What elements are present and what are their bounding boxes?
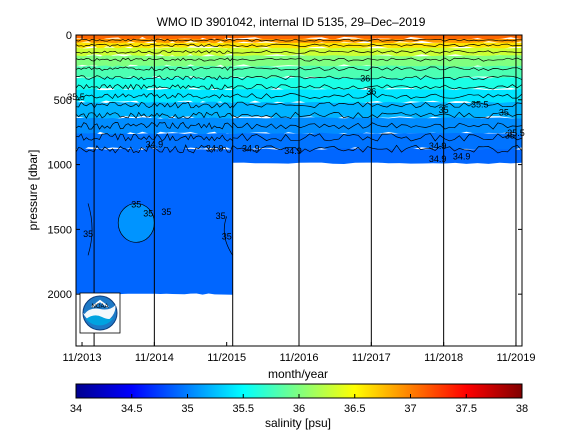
noaa-logo-text: NOAA bbox=[91, 304, 108, 310]
x-tick-label: 11/2018 bbox=[424, 352, 463, 364]
salinity-band bbox=[232, 148, 522, 164]
colorbar-tick-label: 36.5 bbox=[344, 403, 365, 415]
y-axis: 0 500 1000 1500 2000 bbox=[48, 30, 522, 301]
contour-line bbox=[232, 66, 522, 71]
salinity-band bbox=[232, 47, 522, 58]
contour-line bbox=[232, 111, 522, 119]
contour-label: 35 bbox=[505, 131, 515, 141]
contour-label: 35 bbox=[83, 229, 93, 239]
colorbar-tick-label: 34.5 bbox=[121, 403, 142, 415]
contour-label: 35 bbox=[131, 199, 141, 209]
y-tick-label: 500 bbox=[54, 95, 72, 107]
contour-lines bbox=[76, 38, 522, 256]
contour-line bbox=[232, 50, 522, 54]
contour-label: 34.9 bbox=[284, 146, 302, 156]
x-axis: 11/2013 11/2014 11/2015 11/2016 11/2017 11/20… bbox=[63, 35, 535, 364]
contour-line-deep bbox=[87, 203, 93, 256]
contour-label: 35 bbox=[161, 207, 171, 217]
x-tick-label: 11/2014 bbox=[135, 352, 174, 364]
contour-line bbox=[232, 84, 522, 90]
x-tick-label: 11/2015 bbox=[207, 352, 246, 364]
y-axis-label: pressure [dbar] bbox=[26, 150, 40, 231]
chart-title: WMO ID 3901042, internal ID 5135, 29–Dec… bbox=[157, 15, 426, 29]
deep-salinity-patch bbox=[118, 203, 155, 243]
contour-label: 34.9 bbox=[206, 144, 224, 154]
y-tick-label: 2000 bbox=[48, 289, 72, 301]
contour-label: 34.9 bbox=[453, 151, 471, 161]
y-tick-label: 1500 bbox=[48, 224, 72, 236]
salinity-band bbox=[232, 88, 522, 105]
contour-line bbox=[232, 144, 522, 154]
colorbar-label: salinity [psu] bbox=[265, 416, 331, 430]
contour-label: 36 bbox=[360, 74, 370, 84]
noaa-logo: NOAA bbox=[79, 292, 121, 334]
x-tick-label: 11/2017 bbox=[352, 352, 391, 364]
contour-line-deep bbox=[223, 216, 233, 256]
colorbar-tick-label: 36 bbox=[293, 403, 305, 415]
salinity-band bbox=[232, 117, 522, 136]
colorbar-tick-label: 35 bbox=[181, 403, 193, 415]
colorbar-tick-label: 37.5 bbox=[456, 403, 477, 415]
contour-line bbox=[232, 133, 522, 142]
contour-label: 34.9 bbox=[429, 141, 447, 151]
contour-label: 35 bbox=[216, 211, 226, 221]
y-tick-label: 1000 bbox=[48, 160, 72, 172]
contour-line bbox=[232, 122, 522, 130]
contour-line bbox=[232, 57, 522, 62]
profile-lines bbox=[93, 35, 517, 346]
contour-line bbox=[232, 38, 522, 42]
contour-line bbox=[232, 75, 522, 81]
contour-line bbox=[232, 43, 522, 47]
contour-label: 35 bbox=[222, 232, 232, 242]
colorbar-tick-label: 35.5 bbox=[233, 403, 254, 415]
colorbar-ticks: 34 34.5 35 35.5 36 36.5 37 37.5 38 bbox=[70, 394, 528, 415]
contour-label: 35.5 bbox=[471, 100, 489, 110]
contour-label: 34.9 bbox=[429, 154, 447, 164]
contour-label: 35 bbox=[143, 208, 153, 218]
colorbar: 34 34.5 35 35.5 36 36.5 37 37.5 38 salinity [psu… bbox=[70, 383, 528, 430]
colorbar-tick-label: 37 bbox=[404, 403, 416, 415]
salinity-band bbox=[232, 65, 522, 80]
salinity-band bbox=[232, 55, 522, 69]
salinity-band bbox=[232, 35, 522, 41]
colorbar-tick-label: 38 bbox=[516, 403, 528, 415]
contour-line bbox=[232, 93, 522, 99]
contour-line bbox=[232, 101, 522, 109]
salinity-band bbox=[232, 42, 522, 50]
contour-label: 34.9 bbox=[242, 144, 260, 154]
x-axis-label: month/year bbox=[268, 367, 328, 381]
contour-label: 35 bbox=[499, 107, 509, 117]
colorbar-tick-label: 34 bbox=[70, 403, 82, 415]
y-tick-label: 0 bbox=[66, 30, 72, 42]
x-tick-label: 11/2013 bbox=[63, 352, 102, 364]
x-tick-label: 11/2019 bbox=[496, 352, 535, 364]
x-tick-label: 11/2016 bbox=[280, 352, 319, 364]
